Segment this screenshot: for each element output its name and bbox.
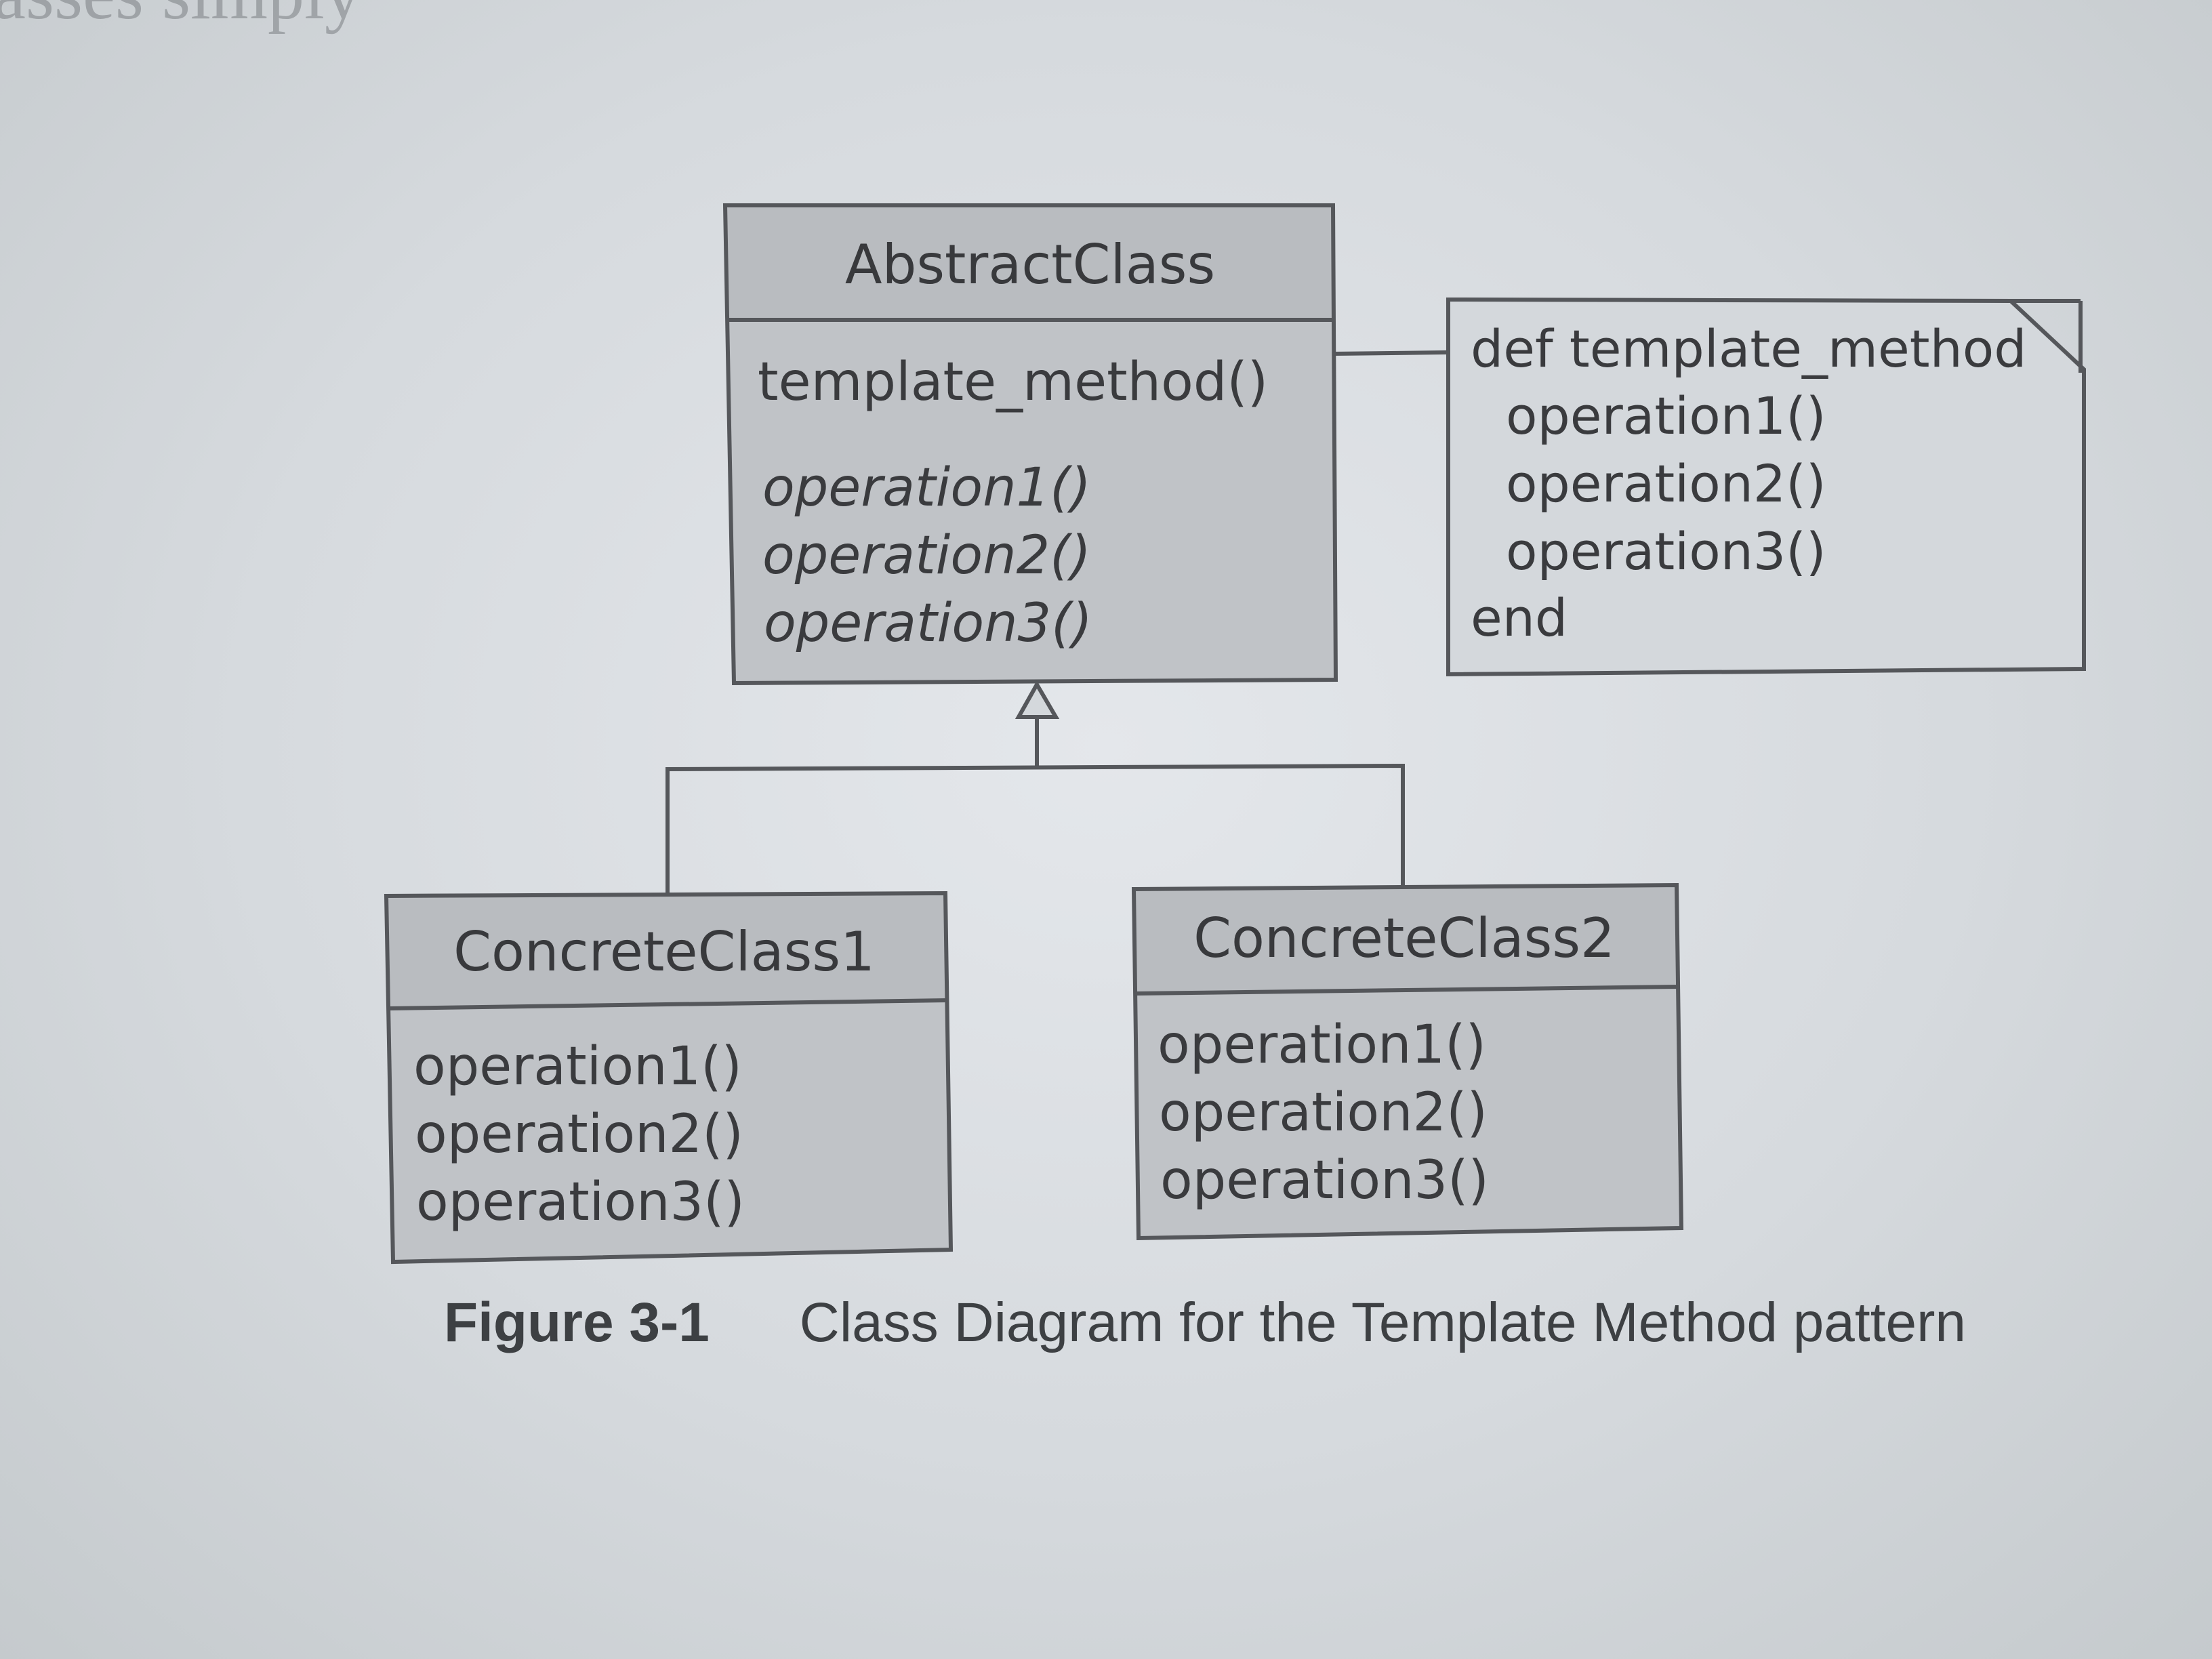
figure-number: Figure 3-1 [444,1292,710,1353]
note-line-1: def template_method [1471,319,2027,379]
abstract-operation-3: operation3() [764,593,1092,654]
concrete-class-2-operation-2: operation2() [1159,1082,1488,1143]
concrete-class-1-operation-1: operation1() [413,1036,742,1097]
figure-caption-text: Class Diagram for the Template Method pa… [799,1292,1966,1353]
page-top-text: asses simply [0,0,361,37]
note-line-2: operation1() [1506,386,1826,446]
concrete-class-2-name: ConcreteClass2 [1193,907,1615,970]
concrete-class-2-operation-3: operation3() [1160,1150,1489,1211]
concrete-class-1-operation-3: operation3() [416,1172,745,1233]
note-line-4: operation3() [1506,521,1826,581]
inheritance-triangle [1015,680,1060,719]
concrete-class-1-name: ConcreteClass1 [453,920,875,983]
note-line-3: operation2() [1506,453,1826,514]
figure-caption: Figure 3-1 Class Diagram for the Templat… [444,1291,1966,1355]
abstract-operation-1: operation1() [762,457,1091,518]
abstract-class-name: AbstractClass [845,233,1215,296]
note-connector [1332,350,1449,356]
note-line-5: end [1471,588,1568,648]
template-method-label: template_method() [758,352,1268,413]
template-method-note: def template_method operation1() operati… [1446,297,2086,677]
abstract-class-box: AbstractClass template_method() operatio… [722,203,1338,686]
concrete-class-1-operation-2: operation2() [415,1104,743,1165]
inheritance-connector [665,680,1405,896]
concrete-class-2-box: ConcreteClass2 operation1() operation2()… [1131,882,1684,1241]
concrete-class-2-operation-1: operation1() [1158,1015,1486,1076]
abstract-operation-2: operation2() [762,525,1091,586]
concrete-class-1-box: ConcreteClass1 operation1() operation2()… [384,890,954,1265]
